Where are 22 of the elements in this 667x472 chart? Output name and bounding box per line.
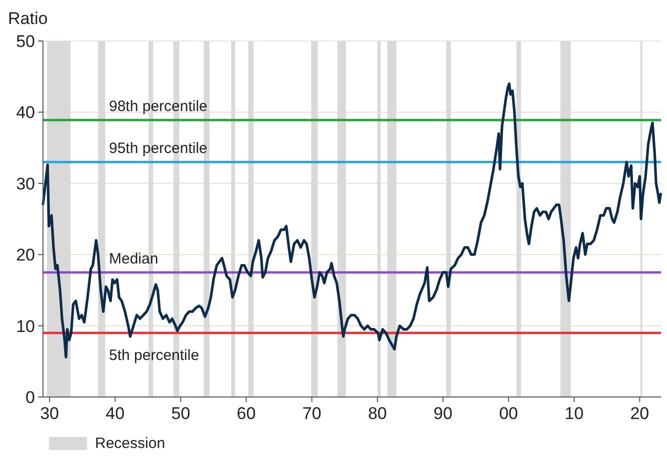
ref-line-label: 95th percentile	[109, 140, 208, 158]
x-tick-label: 60	[236, 404, 256, 423]
x-tick-label: 50	[171, 404, 190, 423]
legend-label: Recession	[95, 435, 166, 452]
x-tick-label: 30	[40, 404, 60, 423]
y-axis-title: Ratio	[8, 9, 48, 28]
x-tick-label: 20	[630, 404, 650, 423]
y-tick-label: 40	[16, 103, 35, 122]
y-tick-label: 10	[16, 316, 35, 336]
ref-line-label: 5th percentile	[109, 346, 200, 364]
x-tick-label: 00	[499, 404, 518, 423]
x-tick-label: 70	[302, 404, 322, 423]
y-tick-label: 50	[16, 32, 35, 51]
ref-line-label: Median	[109, 250, 158, 268]
ref-line-label: 98th percentile	[109, 98, 208, 116]
y-tick-label: 30	[16, 174, 35, 194]
y-tick-label: 0	[26, 388, 35, 407]
x-tick-label: 10	[564, 404, 584, 423]
y-tick-label: 20	[16, 246, 35, 265]
x-tick-label: 80	[368, 404, 387, 423]
x-tick-label: 40	[106, 404, 125, 423]
x-tick-label: 90	[434, 404, 452, 423]
